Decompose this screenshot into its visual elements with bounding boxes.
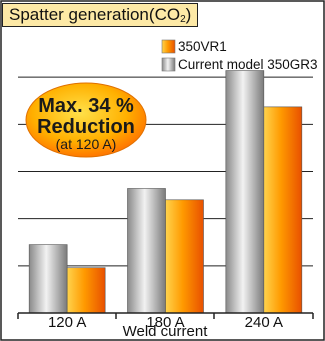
badge-ellipse [25,82,147,158]
bar-350GR3-180A [127,188,166,314]
legend-swatch-350VR1 [161,39,176,54]
chart-title-subscript: 2 [180,14,186,25]
legend-label-350VR1: 350VR1 [178,39,227,54]
bar-350VR1-120A [66,267,106,314]
x-tick-labels: 120 A 180 A 240 A [48,314,283,331]
badge-line-3: (at 120 A) [56,136,117,152]
badge-line-1: Max. 34 % [38,95,134,117]
chart-title-open-paren: ( [148,5,155,24]
bar-350GR3-240A [225,70,265,314]
x-tick-label: 120 A [48,314,86,331]
x-tick-label: 180 A [146,314,184,331]
bars [28,70,303,314]
legend: 350VR1 Current model 350GR3 [161,39,318,72]
chart-title-text: Spatter generation [9,5,149,24]
bar-350GR3-120A [28,244,68,314]
legend-swatch-350GR3 [161,57,176,72]
chart-title-formula: CO [154,5,181,24]
bar-350VR1-180A [165,199,204,314]
bar-350VR1-240A [263,106,303,314]
x-tick-label: 240 A [245,314,283,331]
x-axis-label: Weld current [123,323,209,340]
chart-title-close-paren: ) [185,5,192,24]
reduction-badge: Max. 34 % Reduction (at 120 A) [25,82,147,158]
legend-label-350GR3: Current model 350GR3 [178,57,318,72]
badge-line-2: Reduction [37,116,135,138]
chart-title: Spatter generation(CO2) [2,3,199,27]
